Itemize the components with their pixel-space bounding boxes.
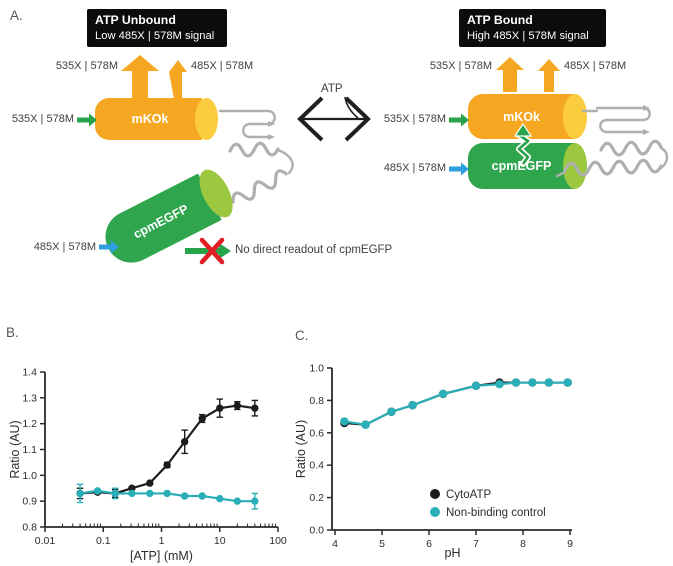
svg-text:1.3: 1.3	[22, 392, 37, 404]
svg-text:0.01: 0.01	[35, 535, 56, 547]
no-readout-text: No direct readout of cpmEGFP	[235, 244, 393, 256]
mko-cylinder-cap	[195, 98, 218, 140]
svg-text:0.8: 0.8	[22, 522, 37, 534]
emission-weak-arrow-icon	[169, 60, 187, 99]
svg-text:pH: pH	[445, 546, 461, 560]
mko-cylinder-cap	[563, 94, 587, 139]
unbound-emission-major-label: 535X | 578M	[55, 60, 118, 72]
excitation-blue-arrow-icon	[449, 162, 469, 176]
svg-text:0.9: 0.9	[22, 496, 37, 508]
svg-text:CytoATP: CytoATP	[446, 489, 491, 501]
unbound-callout-title: ATP Unbound	[95, 13, 176, 27]
svg-text:100: 100	[269, 535, 287, 547]
emission-strong-arrow-icon	[496, 57, 524, 92]
ph-sensitivity-chart: 0.0 0.2 0.4 0.6 0.8 1.0 4 5 6 7 8 9 pH Ratio (AU) Cyto…	[294, 363, 573, 561]
unbound-excitation-mko-label: 535X | 578M	[11, 113, 74, 125]
energy-transfer-arrow-icon	[513, 122, 533, 167]
mko-name: mKOk	[131, 112, 169, 126]
svg-text:Non-binding control: Non-binding control	[446, 507, 546, 519]
svg-text:1.2: 1.2	[22, 418, 37, 430]
emission-strong-arrow-icon	[538, 59, 560, 92]
svg-text:6: 6	[426, 538, 432, 550]
svg-text:4: 4	[332, 538, 338, 550]
svg-text:8: 8	[520, 538, 526, 550]
bound-callout-title: ATP Bound	[467, 13, 533, 27]
bound-excitation-egfp-label: 485X | 578M	[383, 162, 446, 174]
svg-text:1.0: 1.0	[22, 470, 37, 482]
svg-text:10: 10	[214, 535, 226, 547]
unbound-callout: ATP Unbound Low 485X | 578M signal	[87, 9, 227, 47]
linker-coil-icon	[555, 105, 669, 178]
panel-c-label: C.	[295, 328, 309, 343]
svg-text:0.1: 0.1	[96, 535, 111, 547]
panel-a-label: A.	[10, 8, 23, 23]
svg-text:1.0: 1.0	[309, 363, 324, 375]
mko-cylinder	[95, 98, 202, 140]
svg-text:0.8: 0.8	[309, 395, 324, 407]
svg-text:0.4: 0.4	[309, 460, 324, 472]
excitation-blue-arrow-icon	[99, 240, 119, 254]
bound-emission-minor-label: 485X | 578M	[564, 60, 627, 72]
svg-text:5: 5	[379, 538, 385, 550]
atp-label: ATP	[321, 83, 343, 95]
svg-text:0.6: 0.6	[309, 427, 324, 439]
svg-text:0.0: 0.0	[309, 525, 324, 537]
svg-text:Ratio (AU): Ratio (AU)	[294, 420, 308, 478]
svg-text:Ratio (AU): Ratio (AU)	[8, 420, 22, 478]
panel-b-label: B.	[6, 325, 19, 340]
unbound-excitation-egfp-label: 485X | 578M	[33, 241, 96, 253]
blocked-readout-icon	[185, 237, 231, 265]
svg-text:1.1: 1.1	[22, 444, 37, 456]
excitation-green-arrow-icon	[77, 113, 97, 127]
atp-titration-chart: 0.8 0.9 1.0 1.1 1.2 1.3 1.4 0.01 0.1 1 10 100 [ATP] …	[8, 367, 287, 564]
bound-callout: ATP Bound High 485X | 578M signal	[459, 9, 606, 47]
svg-text:1.4: 1.4	[22, 367, 37, 379]
bound-emission-major-label: 535X | 578M	[429, 60, 492, 72]
svg-text:0.2: 0.2	[309, 492, 324, 504]
svg-text:1: 1	[159, 535, 165, 547]
bound-excitation-mko-label: 535X | 578M	[383, 113, 446, 125]
emission-strong-arrow-icon	[121, 55, 159, 99]
bound-callout-subtitle: High 485X | 578M signal	[467, 29, 589, 42]
equilibrium-arrow-icon	[297, 96, 371, 142]
svg-text:[ATP] (mM): [ATP] (mM)	[130, 549, 193, 563]
mko-name: mKOk	[503, 109, 540, 124]
svg-text:9: 9	[567, 538, 573, 550]
excitation-green-arrow-icon	[449, 113, 469, 127]
unbound-callout-subtitle: Low 485X | 578M signal	[95, 29, 215, 42]
unbound-emission-minor-label: 485X | 578M	[191, 60, 254, 72]
svg-text:7: 7	[473, 538, 479, 550]
